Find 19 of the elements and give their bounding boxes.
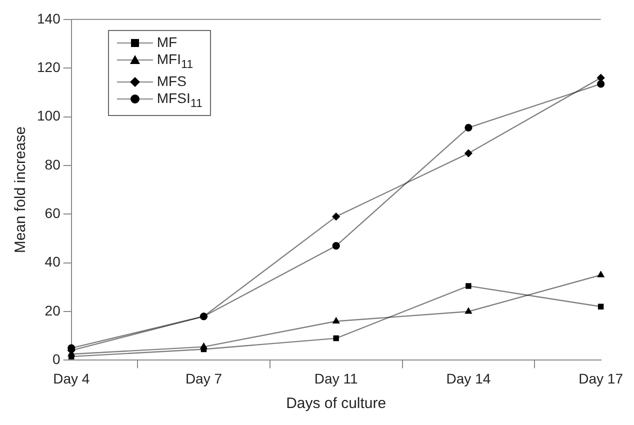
- y-axis-title: Mean fold increase: [12, 126, 30, 254]
- x-tick-label: Day 11: [314, 370, 358, 386]
- x-tick-label: Day 14: [446, 370, 491, 386]
- y-tick-label: 60: [44, 205, 61, 221]
- legend-label: MF: [156, 34, 178, 50]
- legend-label: MFS: [156, 72, 186, 89]
- x-axis-title: Days of culture: [286, 395, 386, 412]
- y-tick-label: 120: [37, 58, 61, 75]
- y-tick-label: 20: [44, 302, 61, 318]
- x-tick-label: Day 7: [185, 370, 222, 386]
- y-tick-label: 80: [44, 156, 61, 172]
- x-tick-label: Day 4: [53, 370, 90, 386]
- y-tick-label: 140: [37, 10, 61, 26]
- legend-label: MFI$_{11}$: [156, 51, 194, 71]
- y-tick-label: 100: [37, 108, 61, 124]
- legend-label: MFSI$_{11}$: [156, 90, 202, 110]
- y-tick-label: 0: [52, 351, 61, 368]
- y-tick-label: 40: [44, 254, 61, 270]
- x-tick-label: Day 17: [578, 370, 624, 386]
